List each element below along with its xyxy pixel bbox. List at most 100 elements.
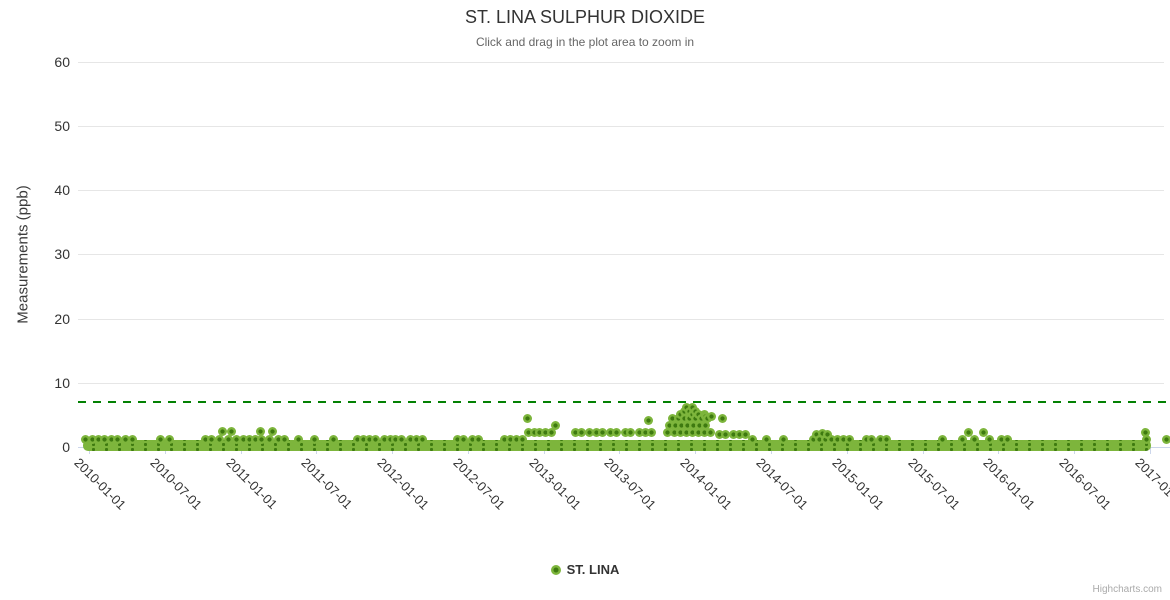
data-point[interactable] — [534, 428, 544, 438]
data-point[interactable] — [310, 435, 320, 445]
data-point[interactable] — [255, 427, 265, 437]
data-point[interactable] — [684, 414, 694, 424]
data-point[interactable] — [680, 414, 690, 424]
data-point[interactable] — [1142, 435, 1152, 445]
data-point[interactable] — [702, 414, 712, 424]
data-point[interactable] — [530, 427, 540, 437]
data-point[interactable] — [646, 427, 656, 437]
data-point[interactable] — [577, 427, 587, 437]
data-point[interactable] — [881, 435, 891, 445]
data-point[interactable] — [113, 434, 123, 444]
data-point[interactable] — [396, 434, 406, 444]
data-point[interactable] — [818, 429, 828, 439]
data-point[interactable] — [677, 421, 687, 431]
data-point[interactable] — [687, 428, 697, 438]
data-point[interactable] — [223, 435, 233, 445]
data-point[interactable] — [740, 429, 750, 439]
data-point[interactable] — [821, 434, 831, 444]
data-point[interactable] — [605, 428, 615, 438]
data-point[interactable] — [524, 427, 534, 437]
data-point[interactable] — [693, 428, 703, 438]
data-point[interactable] — [239, 435, 249, 445]
data-point[interactable] — [696, 414, 706, 424]
data-point[interactable] — [226, 427, 236, 437]
data-point[interactable] — [207, 434, 217, 444]
data-point[interactable] — [1162, 434, 1170, 444]
data-point[interactable] — [474, 435, 484, 445]
legend-item-st-lina[interactable]: ST. LINA — [0, 562, 1170, 577]
data-point[interactable] — [592, 427, 602, 437]
data-point[interactable] — [665, 421, 674, 431]
data-point[interactable] — [621, 427, 631, 437]
data-point[interactable] — [120, 435, 130, 445]
data-point[interactable] — [364, 435, 374, 445]
data-point[interactable] — [352, 435, 362, 445]
data-point[interactable] — [257, 434, 267, 444]
data-point[interactable] — [734, 430, 744, 440]
data-point[interactable] — [681, 428, 691, 438]
data-point[interactable] — [815, 435, 825, 445]
data-point[interactable] — [728, 430, 738, 440]
data-point[interactable] — [467, 434, 477, 444]
data-point[interactable] — [87, 435, 97, 445]
data-point[interactable] — [1140, 427, 1150, 437]
data-point[interactable] — [875, 435, 885, 445]
data-point[interactable] — [251, 435, 261, 445]
data-point[interactable] — [984, 435, 994, 445]
data-point[interactable] — [540, 427, 550, 437]
data-point[interactable] — [522, 414, 532, 424]
data-point[interactable] — [701, 421, 711, 431]
data-point[interactable] — [690, 414, 700, 424]
data-point[interactable] — [969, 435, 979, 445]
data-point[interactable] — [155, 435, 165, 445]
data-point[interactable] — [405, 435, 415, 445]
data-point[interactable] — [370, 435, 380, 445]
data-point[interactable] — [705, 428, 715, 438]
data-point[interactable] — [625, 428, 635, 438]
data-point[interactable] — [937, 435, 947, 445]
data-point[interactable] — [390, 435, 400, 445]
data-point[interactable] — [978, 427, 988, 437]
data-point[interactable] — [778, 435, 788, 445]
data-point[interactable] — [721, 430, 731, 440]
data-point[interactable] — [280, 435, 290, 445]
data-point[interactable] — [546, 427, 556, 437]
data-point[interactable] — [827, 435, 837, 445]
data-point[interactable] — [611, 427, 621, 437]
data-point[interactable] — [214, 435, 224, 445]
data-point[interactable] — [675, 410, 685, 420]
data-point[interactable] — [245, 435, 255, 445]
baseline-scatter-band[interactable] — [82, 440, 1152, 452]
data-point[interactable] — [683, 421, 693, 431]
data-point[interactable] — [328, 435, 338, 445]
data-point[interactable] — [107, 435, 117, 445]
data-point[interactable] — [809, 435, 818, 445]
data-point[interactable] — [517, 435, 527, 445]
data-point[interactable] — [217, 427, 227, 437]
data-point[interactable] — [293, 435, 303, 445]
data-point[interactable] — [551, 420, 561, 430]
data-point[interactable] — [699, 428, 709, 438]
data-point[interactable] — [201, 435, 211, 445]
data-point[interactable] — [380, 434, 390, 444]
data-point[interactable] — [99, 434, 109, 444]
data-point[interactable] — [1003, 435, 1012, 445]
data-point[interactable] — [505, 435, 515, 445]
data-point[interactable] — [81, 435, 91, 445]
data-point[interactable] — [862, 435, 872, 445]
data-point[interactable] — [511, 434, 521, 444]
data-point[interactable] — [866, 435, 876, 445]
highcharts-credits-link[interactable]: Highcharts.com — [1092, 584, 1162, 595]
data-point[interactable] — [452, 435, 462, 445]
data-point[interactable] — [996, 435, 1006, 445]
data-point[interactable] — [671, 421, 681, 431]
data-point[interactable] — [715, 430, 725, 440]
data-point[interactable] — [675, 428, 685, 438]
data-point[interactable] — [267, 427, 277, 437]
data-point[interactable] — [668, 414, 678, 424]
data-point[interactable] — [707, 411, 717, 421]
data-point[interactable] — [812, 429, 822, 439]
data-point[interactable] — [640, 427, 650, 437]
data-point[interactable] — [128, 435, 138, 445]
